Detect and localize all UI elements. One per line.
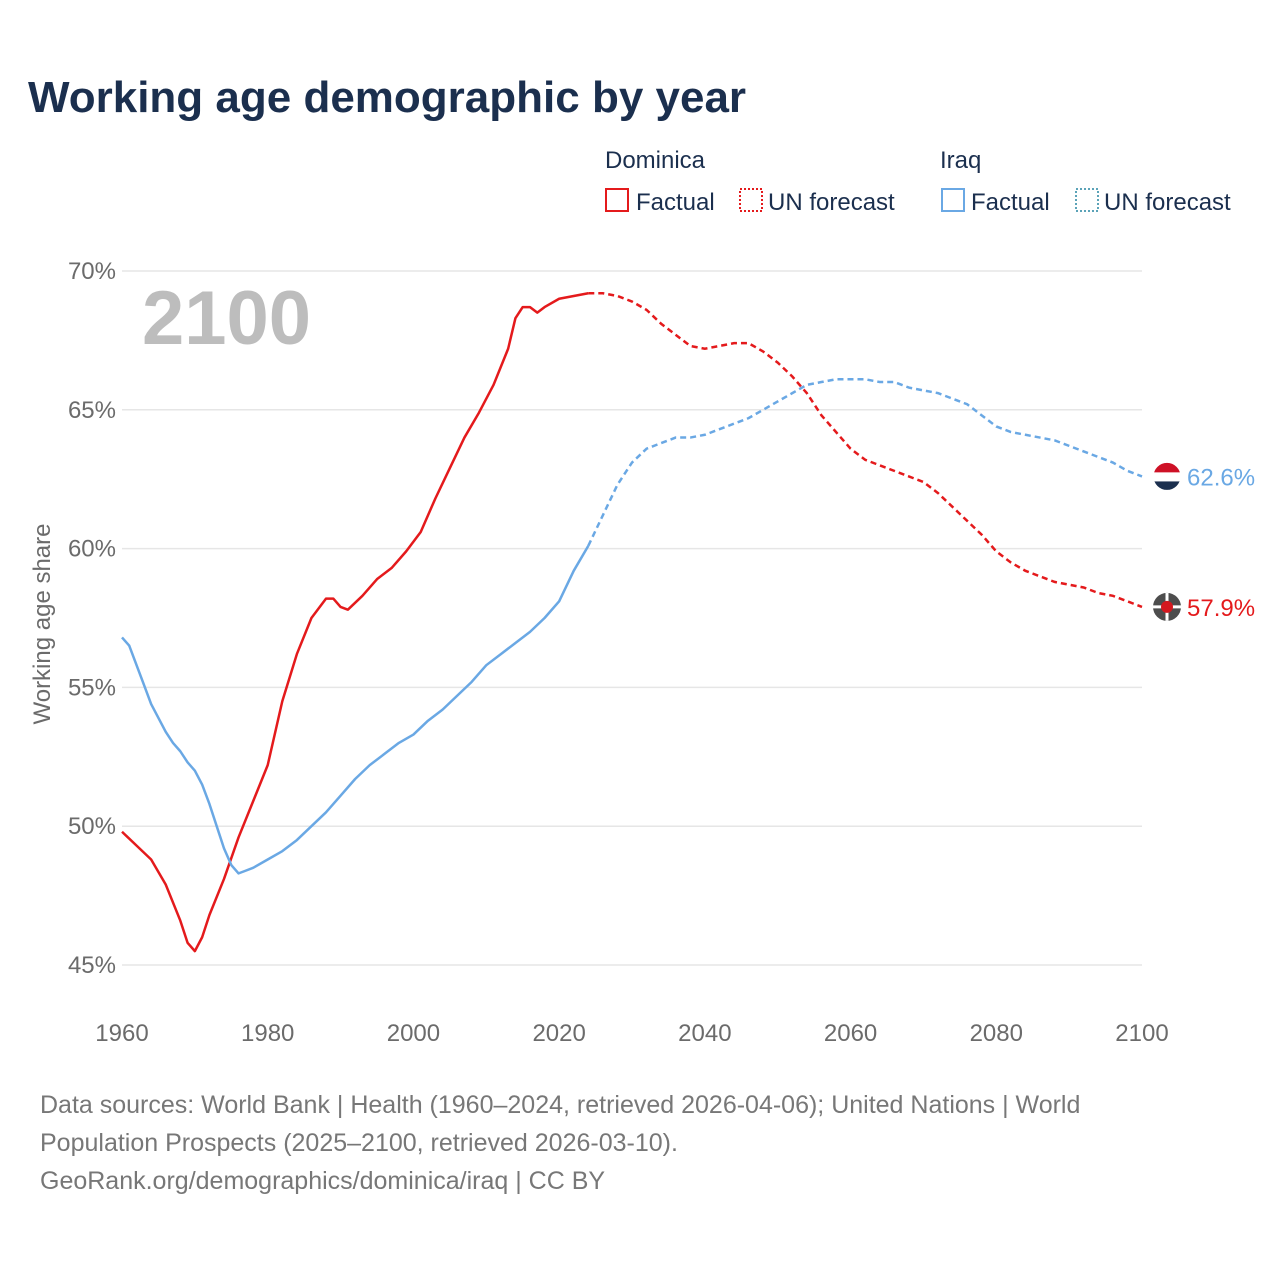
x-tick-label: 1980: [241, 1020, 294, 1047]
x-tick-label: 1960: [95, 1020, 148, 1047]
x-axis-ticks: 1960 1980 2000 2020 2040 2060 2080 2100: [95, 1020, 1168, 1047]
legend-swatch-dominica-forecast: [739, 188, 763, 212]
flag-iraq-marker: [1152, 461, 1182, 491]
chart-title: Working age demographic by year: [28, 73, 746, 122]
y-axis-ticks: 45% 50% 55% 60% 65% 70%: [68, 258, 116, 979]
y-tick-label: 45%: [68, 952, 116, 979]
source-line-1: Data sources: World Bank | Health (1960–…: [40, 1091, 1081, 1119]
y-axis-title: Working age share: [29, 524, 56, 725]
y-tick-label: 60%: [68, 536, 116, 563]
flag-dominica-marker: [1153, 592, 1181, 621]
y-tick-label: 50%: [68, 813, 116, 840]
x-tick-label: 2100: [1115, 1020, 1168, 1047]
legend-swatch-iraq-factual: [941, 188, 965, 212]
legend-label-iraq-factual: Factual: [971, 189, 1050, 216]
series-line-iraq-factual: [121, 545, 590, 875]
data-source-footer: Data sources: World Bank | Health (1960–…: [40, 1086, 1220, 1200]
legend-label-dominica-forecast: UN forecast: [768, 189, 895, 216]
legend-label-iraq-forecast: UN forecast: [1104, 189, 1231, 216]
legend-group-dominica: Dominica: [605, 147, 706, 174]
y-tick-label: 55%: [68, 674, 116, 701]
source-line-2: Population Prospects (2025–2100, retriev…: [40, 1129, 678, 1157]
legend: Dominica Factual UN forecast Iraq Factua…: [605, 147, 1231, 216]
y-tick-label: 65%: [68, 397, 116, 424]
series-line-dominica-factual: [121, 291, 589, 953]
series-line-iraq-forecast: [587, 378, 1143, 547]
x-tick-label: 2000: [387, 1020, 440, 1047]
x-tick-label: 2040: [678, 1020, 731, 1047]
series-layer: [121, 291, 1143, 953]
year-overlay: 2100: [142, 276, 311, 361]
gridlines: [122, 270, 1142, 966]
legend-group-iraq: Iraq: [940, 147, 981, 174]
x-tick-label: 2020: [532, 1020, 585, 1047]
series-line-dominica-forecast: [588, 291, 1143, 609]
x-tick-label: 2080: [970, 1020, 1023, 1047]
legend-swatch-iraq-forecast: [1075, 188, 1099, 212]
legend-label-dominica-factual: Factual: [636, 189, 715, 216]
source-line-3: GeoRank.org/demographics/dominica/iraq |…: [40, 1167, 606, 1195]
chart-canvas: Working age demographic by year Dominica…: [28, 73, 1255, 1047]
end-label-dominica: 57.9%: [1187, 595, 1255, 622]
y-tick-label: 70%: [68, 258, 116, 285]
end-label-iraq: 62.6%: [1187, 464, 1255, 491]
legend-swatch-dominica-factual: [605, 188, 629, 212]
x-tick-label: 2060: [824, 1020, 877, 1047]
